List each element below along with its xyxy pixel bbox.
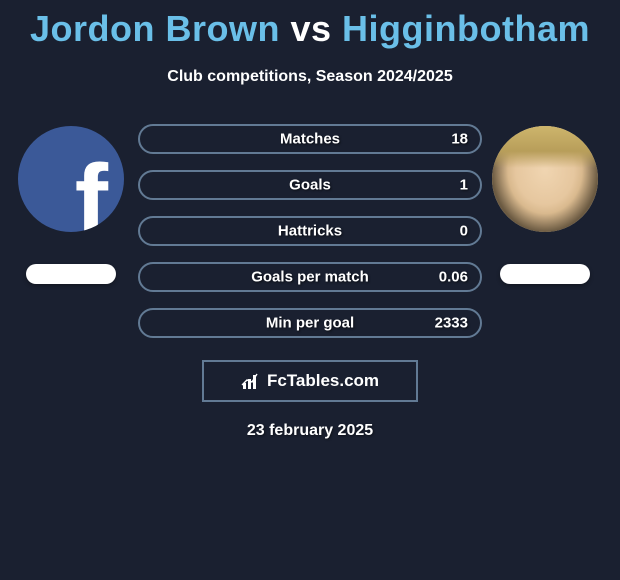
stats-area: Matches 18 Goals 1 Hattricks 0 Goals per… (0, 116, 620, 346)
stat-label: Hattricks (278, 223, 342, 240)
stats-infographic: Jordon Brown vs Higginbotham Club compet… (0, 0, 620, 580)
stat-label: Goals per match (251, 269, 369, 286)
stat-row: Goals 1 (138, 170, 482, 200)
stat-row: Goals per match 0.06 (138, 262, 482, 292)
stat-label: Min per goal (266, 315, 354, 332)
stat-label: Matches (280, 131, 340, 148)
avatar-player2 (492, 126, 598, 232)
title-player2: Higginbotham (342, 8, 590, 49)
stat-right-value: 18 (451, 131, 468, 148)
page-title: Jordon Brown vs Higginbotham (0, 0, 620, 50)
stat-row: Hattricks 0 (138, 216, 482, 246)
avatar-player1 (18, 126, 124, 232)
facebook-icon (18, 126, 124, 232)
stat-right-value: 1 (460, 177, 468, 194)
subtitle: Club competitions, Season 2024/2025 (0, 68, 620, 86)
player-face-icon (492, 126, 598, 232)
flag-player2 (500, 264, 590, 284)
stat-row: Min per goal 2333 (138, 308, 482, 338)
flag-player1 (26, 264, 116, 284)
stat-right-value: 0.06 (439, 269, 468, 286)
stat-row: Matches 18 (138, 124, 482, 154)
stat-right-value: 2333 (435, 315, 468, 332)
stat-bars: Matches 18 Goals 1 Hattricks 0 Goals per… (138, 124, 482, 354)
date-label: 23 february 2025 (0, 422, 620, 440)
branding-text: FcTables.com (267, 371, 379, 391)
stat-label: Goals (289, 177, 331, 194)
stat-right-value: 0 (460, 223, 468, 240)
bar-chart-icon (241, 371, 261, 391)
title-player1: Jordon Brown (30, 8, 280, 49)
branding-box: FcTables.com (202, 360, 418, 402)
title-vs: vs (290, 8, 331, 49)
